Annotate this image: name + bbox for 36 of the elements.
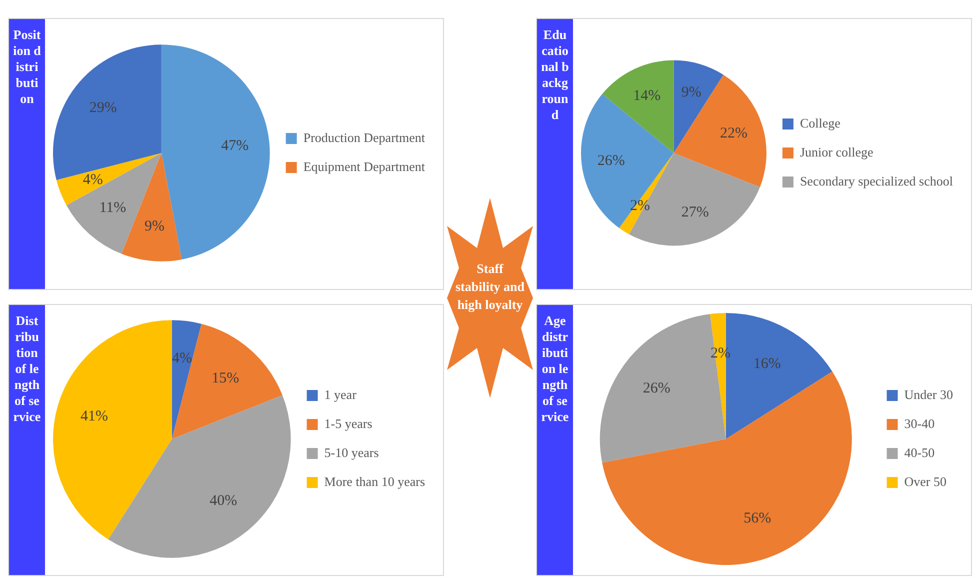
legend-label: 1 year xyxy=(324,386,358,402)
legend-label: Production Department xyxy=(303,130,426,145)
legend-label: 1-5 years xyxy=(324,416,372,431)
legend-label: 5-10 years xyxy=(324,444,379,460)
data-label: 14% xyxy=(633,88,661,104)
text: Staff stability and high loyalty xyxy=(454,260,526,314)
data-label: 41% xyxy=(80,408,108,424)
legend-label: Junior college xyxy=(800,144,874,160)
data-label: 47% xyxy=(221,138,249,154)
legend-label: Secondary specialized school xyxy=(800,173,954,188)
data-label: 15% xyxy=(212,370,240,386)
legend-label: More than 10 years xyxy=(324,474,425,489)
legend-label: 30-40 xyxy=(904,416,935,431)
data-label: 22% xyxy=(720,125,748,142)
data-label: 26% xyxy=(642,380,670,397)
data-label: 9% xyxy=(681,84,702,100)
legend-label: College xyxy=(800,115,841,130)
text: Age distribution length of service xyxy=(537,305,573,575)
data-label: 40% xyxy=(210,493,238,510)
legend-label: Equipment Department xyxy=(303,158,426,174)
legend-label: 40-50 xyxy=(904,444,935,460)
data-label: 4% xyxy=(82,172,103,188)
data-label: 26% xyxy=(597,152,625,169)
data-label: 4% xyxy=(172,350,192,367)
data-label: 9% xyxy=(144,218,164,234)
text: Distribution of length of service xyxy=(9,305,45,575)
data-label: 29% xyxy=(89,100,117,116)
data-label: 56% xyxy=(744,510,772,527)
data-label: 27% xyxy=(681,204,709,220)
text: Position distribution xyxy=(9,19,45,289)
legend-label: Over 50 xyxy=(904,474,947,489)
legend-label: Under 30 xyxy=(904,386,954,402)
text: Educational background xyxy=(537,19,573,289)
data-label: 11% xyxy=(99,200,126,216)
data-label: 2% xyxy=(630,198,650,214)
data-label: 16% xyxy=(753,356,781,372)
